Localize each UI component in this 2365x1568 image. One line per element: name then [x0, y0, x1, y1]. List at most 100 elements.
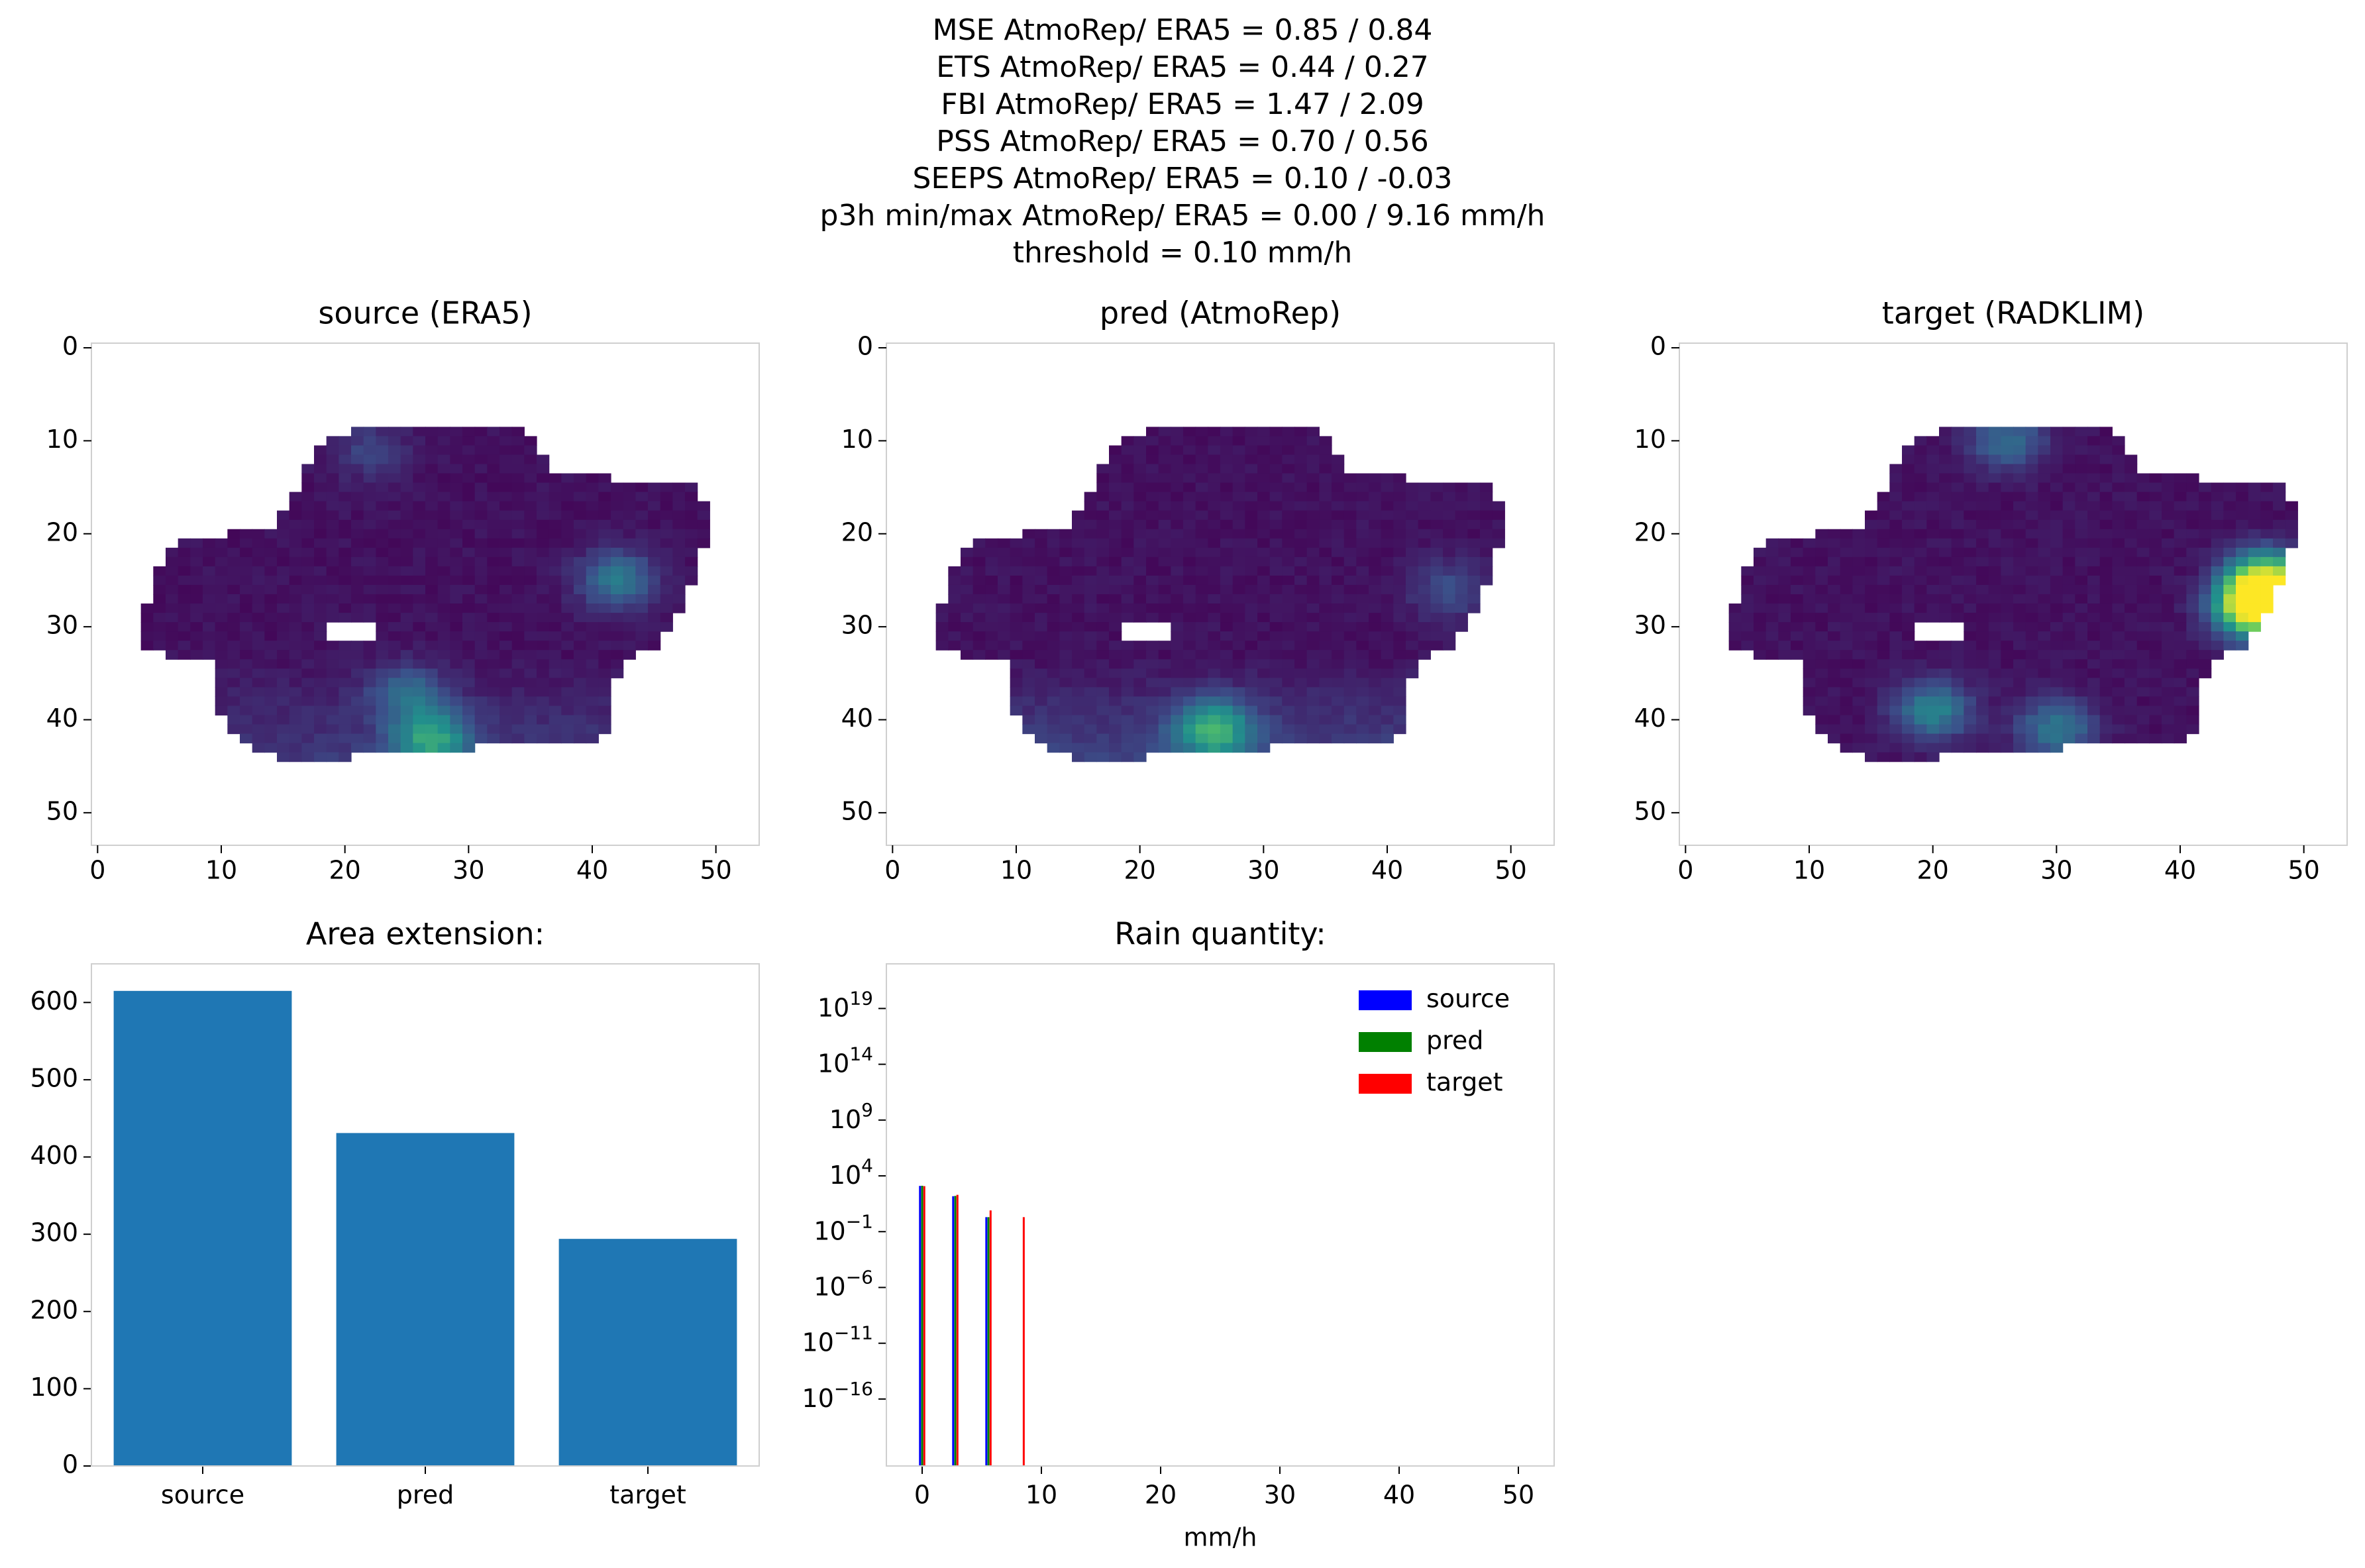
heatmap-cell: [1269, 696, 1283, 707]
heatmap-cell: [1914, 743, 1927, 753]
x-tick-label: 30: [2040, 856, 2072, 885]
heatmap-cell: [289, 622, 302, 632]
heatmap-cell: [1121, 556, 1134, 567]
heatmap-cell: [400, 733, 413, 744]
heatmap-cell: [511, 594, 525, 604]
heatmap-cell: [1889, 566, 1903, 576]
heatmap-cell: [1146, 510, 1159, 521]
heatmap-cell: [1332, 659, 1345, 669]
heatmap-cell: [1109, 678, 1122, 688]
heatmap-cell: [1877, 538, 1890, 549]
heatmap-cell: [2136, 715, 2150, 725]
heatmap-cell: [1171, 575, 1184, 586]
heatmap-cell: [1171, 622, 1184, 632]
heatmap-cell: [277, 706, 290, 716]
heatmap-cell: [1306, 715, 1320, 725]
heatmap-cell: [586, 613, 599, 623]
heatmap-cell: [1852, 556, 1866, 567]
heatmap-cell: [1418, 566, 1431, 576]
heatmap-cell: [289, 547, 302, 558]
heatmap-cell: [487, 613, 500, 623]
heatmap-cell: [1158, 650, 1171, 660]
heatmap-cell: [537, 510, 550, 521]
heatmap-cell: [1306, 529, 1320, 539]
heatmap-cell: [450, 706, 463, 716]
heatmap-cell: [2025, 696, 2038, 707]
heatmap-cell: [2149, 668, 2162, 678]
heatmap-cell: [1319, 641, 1332, 651]
heatmap-cell: [1232, 594, 1245, 604]
heatmap-cell: [2136, 492, 2150, 502]
heatmap-cell: [2099, 603, 2113, 613]
heatmap-cell: [400, 715, 413, 725]
heatmap-cell: [2149, 659, 2162, 669]
heatmap-cell: [1035, 641, 1048, 651]
heatmap-cell: [1939, 566, 1952, 576]
heatmap-cell: [648, 575, 661, 586]
heatmap-cell: [1964, 613, 1977, 623]
heatmap-cell: [586, 715, 599, 725]
heatmap-cell: [2260, 594, 2274, 604]
heatmap-cell: [1232, 715, 1245, 725]
heatmap-cell: [487, 724, 500, 735]
heatmap-cell: [2260, 538, 2274, 549]
heatmap-cell: [1171, 538, 1184, 549]
heatmap-cell: [1988, 529, 2001, 539]
heatmap-cell: [1158, 641, 1171, 651]
heatmap-cell: [1072, 556, 1085, 567]
heatmap-cell: [1257, 603, 1271, 613]
heatmap-cell: [1343, 510, 1357, 521]
heatmap-cell: [2112, 519, 2125, 530]
heatmap-cell: [1022, 687, 1035, 698]
heatmap-cell: [240, 715, 253, 725]
heatmap-cell: [400, 575, 413, 586]
heatmap-cell: [1332, 473, 1345, 484]
heatmap-cell: [314, 706, 327, 716]
heatmap-cell: [2099, 622, 2113, 632]
heatmap-cell: [1208, 733, 1221, 744]
heatmap-cell: [1877, 566, 1890, 576]
heatmap-cell: [1877, 678, 1890, 688]
heatmap-cell: [301, 603, 315, 613]
heatmap-cell: [1208, 687, 1221, 698]
heatmap-cell: [561, 715, 574, 725]
heatmap-cell: [1220, 631, 1234, 641]
heatmap-cell: [1096, 724, 1110, 735]
heatmap-cell: [1393, 715, 1406, 725]
heatmap-cell: [972, 613, 986, 623]
heatmap-cell: [2025, 482, 2038, 493]
heatmap-cell: [388, 584, 401, 595]
heatmap-cell: [326, 715, 339, 725]
heatmap-cell: [1343, 482, 1357, 493]
heatmap-cell: [1232, 454, 1245, 465]
heatmap-cell: [1902, 529, 1915, 539]
heatmap-cell: [1877, 613, 1890, 623]
heatmap-cell: [1369, 603, 1382, 613]
heatmap-cell: [2013, 650, 2026, 660]
heatmap-cell: [487, 631, 500, 641]
heatmap-cell: [437, 678, 450, 688]
heatmap-cell: [2038, 659, 2051, 669]
heatmap-cell: [1418, 492, 1431, 502]
heatmap-cell: [598, 715, 611, 725]
heatmap-cell: [511, 724, 525, 735]
heatmap-cell: [1195, 501, 1208, 511]
heatmap-cell: [1072, 733, 1085, 744]
heatmap-cell: [1443, 613, 1456, 623]
heatmap-cell: [1208, 529, 1221, 539]
heatmap-cell: [611, 668, 624, 678]
heatmap-cell: [227, 529, 240, 539]
heatmap-cell: [400, 538, 413, 549]
heatmap-cell: [301, 622, 315, 632]
area-extension-title: Area extension:: [306, 916, 545, 952]
heatmap-cell: [611, 482, 624, 493]
x-tick-label: 20: [1145, 1481, 1177, 1510]
heatmap-cell: [1951, 641, 1964, 651]
heatmap-cell: [1988, 641, 2001, 651]
heatmap-cell: [351, 519, 364, 530]
heatmap-cell: [1455, 482, 1468, 493]
heatmap-cell: [1939, 575, 1952, 586]
heatmap-cell: [1257, 743, 1271, 753]
heatmap-cell: [351, 687, 364, 698]
heatmap-cell: [1828, 631, 1841, 641]
